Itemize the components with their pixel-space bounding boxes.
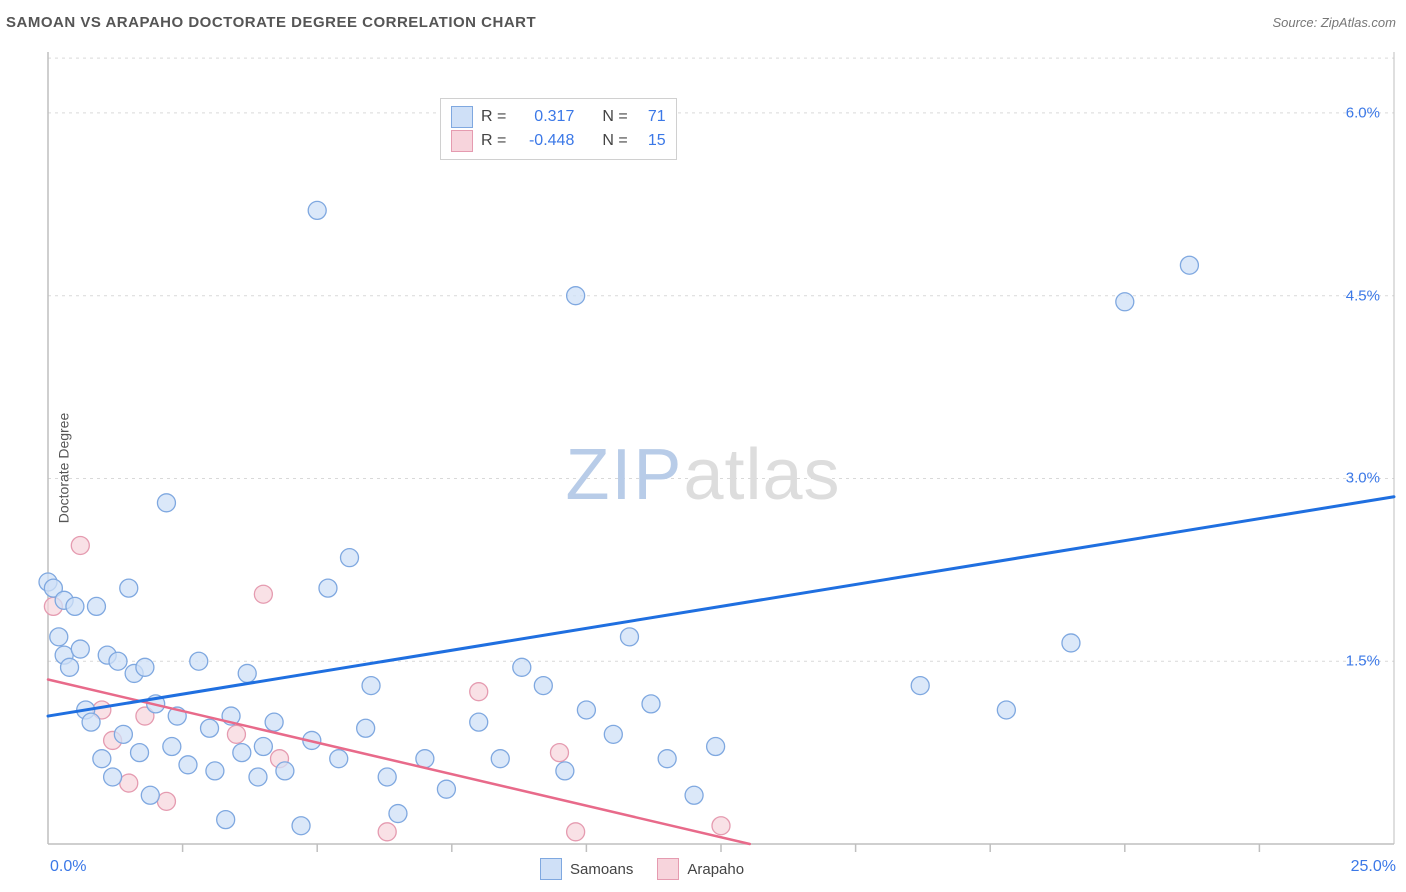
r-label: R = <box>481 105 506 129</box>
legend-label-samoans: Samoans <box>570 861 633 878</box>
correlation-stats-box: R = 0.317 N = 71 R = -0.448 N = 15 <box>440 98 677 160</box>
swatch-samoans-icon <box>540 858 562 880</box>
y-tick-label: 3.0% <box>1346 470 1386 487</box>
legend-item-samoans: Samoans <box>540 858 633 880</box>
chart-title: SAMOAN VS ARAPAHO DOCTORATE DEGREE CORRE… <box>6 14 536 31</box>
scatter-chart <box>0 44 1406 892</box>
series-legend: Samoans Arapaho <box>540 858 744 880</box>
x-axis-start-label: 0.0% <box>50 858 86 876</box>
source-prefix: Source: <box>1272 15 1320 30</box>
swatch-samoans-icon <box>451 106 473 128</box>
y-tick-label: 6.0% <box>1346 104 1386 121</box>
swatch-arapaho-icon <box>657 858 679 880</box>
y-axis-label: Doctorate Degree <box>55 413 71 524</box>
source-name: ZipAtlas.com <box>1321 15 1396 30</box>
r-value-samoans: 0.317 <box>514 105 574 129</box>
stats-row-arapaho: R = -0.448 N = 15 <box>451 129 666 153</box>
r-value-arapaho: -0.448 <box>514 129 574 153</box>
legend-item-arapaho: Arapaho <box>657 858 744 880</box>
x-axis-end-label: 25.0% <box>1351 858 1396 876</box>
chart-header: SAMOAN VS ARAPAHO DOCTORATE DEGREE CORRE… <box>0 0 1406 44</box>
n-label: N = <box>602 105 627 129</box>
stats-row-samoans: R = 0.317 N = 71 <box>451 105 666 129</box>
legend-label-arapaho: Arapaho <box>687 861 744 878</box>
source-credit: Source: ZipAtlas.com <box>1272 15 1396 30</box>
r-label: R = <box>481 129 506 153</box>
swatch-arapaho-icon <box>451 130 473 152</box>
n-label: N = <box>602 129 627 153</box>
n-value-samoans: 71 <box>636 105 666 129</box>
n-value-arapaho: 15 <box>636 129 666 153</box>
plot-area: Doctorate Degree ZIPatlas 1.5%3.0%4.5%6.… <box>0 44 1406 892</box>
y-tick-label: 4.5% <box>1346 287 1386 304</box>
y-tick-label: 1.5% <box>1346 653 1386 670</box>
